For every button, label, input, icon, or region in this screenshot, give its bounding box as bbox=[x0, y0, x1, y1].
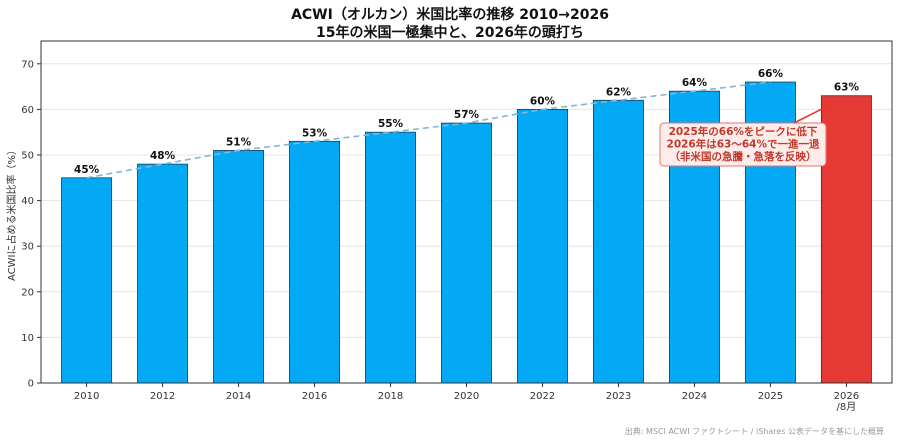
data-label: 60% bbox=[530, 95, 556, 107]
y-tick-label: 0 bbox=[28, 379, 34, 390]
x-tick-label: 2010 bbox=[74, 391, 99, 402]
bar bbox=[592, 99, 644, 384]
trend-line bbox=[86, 81, 771, 179]
annotation: 2025年の66%をピークに低下2026年は63〜64%で一進一退（非米国の急騰… bbox=[659, 97, 845, 167]
x-tick-label: 2020 bbox=[454, 391, 479, 402]
y-tick-label: 60 bbox=[21, 105, 34, 116]
bar bbox=[213, 150, 265, 384]
x-tick-label: 2023 bbox=[606, 391, 631, 402]
bar bbox=[365, 131, 416, 384]
annotation-arrow bbox=[793, 97, 845, 124]
chart-subtitle: 15年の米国一極集中と、2026年の頭打ち bbox=[316, 24, 584, 41]
data-label: 45% bbox=[74, 164, 100, 176]
y-tick-label: 70 bbox=[21, 59, 34, 70]
x-tick-label: 2012 bbox=[150, 391, 175, 402]
axes: 0 10 20 30 40 50 60 70 2010 2012 2014 2016 2018 2020 2… bbox=[21, 40, 893, 413]
chart-title: ACWI（オルカン）米国比率の推移 2010→2026 bbox=[291, 6, 609, 23]
data-labels: 45% 48% 51% 53% 55% 57% 60% 62% 64% 66% 63% bbox=[74, 68, 859, 176]
y-axis-label: ACWIに占める米国比率（%） bbox=[5, 145, 18, 281]
annotation-line: （非米国の急騰・急落を反映） bbox=[670, 150, 817, 163]
x-tick-label: 2014 bbox=[226, 391, 251, 402]
bar bbox=[441, 122, 492, 384]
x-tick-label: 2025 bbox=[758, 391, 783, 402]
x-tick-label: 2024 bbox=[682, 391, 707, 402]
data-label: 48% bbox=[150, 150, 176, 162]
source-note: 出典: MSCI ACWI ファクトシート / iShares 公表データを基に… bbox=[625, 426, 884, 436]
data-label: 53% bbox=[302, 127, 328, 139]
bar-highlight bbox=[820, 95, 872, 384]
y-tick-label: 50 bbox=[21, 151, 34, 162]
x-tick-label: 2022 bbox=[530, 391, 555, 402]
bar bbox=[137, 163, 189, 384]
x-tick-label: 2018 bbox=[378, 391, 403, 402]
data-label: 55% bbox=[378, 118, 404, 130]
data-label: 63% bbox=[834, 82, 860, 94]
annotation-arrow-head bbox=[835, 97, 845, 105]
x-tick-label: 2016 bbox=[302, 391, 327, 402]
bar bbox=[517, 109, 568, 384]
data-label: 62% bbox=[606, 86, 632, 98]
annotation-line: 2025年の66%をピークに低下 bbox=[669, 125, 818, 138]
y-tick-label: 20 bbox=[21, 287, 34, 298]
annotation-line: 2026年は63〜64%で一進一退 bbox=[667, 138, 820, 151]
data-label: 57% bbox=[454, 109, 480, 121]
trend-line-group bbox=[86, 81, 771, 179]
y-tick-label: 10 bbox=[21, 333, 34, 344]
data-label: 51% bbox=[226, 136, 252, 148]
x-tick-label: 2026 bbox=[834, 391, 859, 402]
bar bbox=[61, 177, 113, 384]
annotation-box bbox=[659, 122, 827, 167]
y-tick-label: 30 bbox=[21, 242, 34, 253]
data-label: 66% bbox=[758, 68, 784, 80]
x-tick-label: /8月 bbox=[837, 401, 857, 413]
data-label: 64% bbox=[682, 77, 708, 89]
bar bbox=[289, 140, 341, 384]
y-tick-label: 40 bbox=[21, 196, 34, 207]
